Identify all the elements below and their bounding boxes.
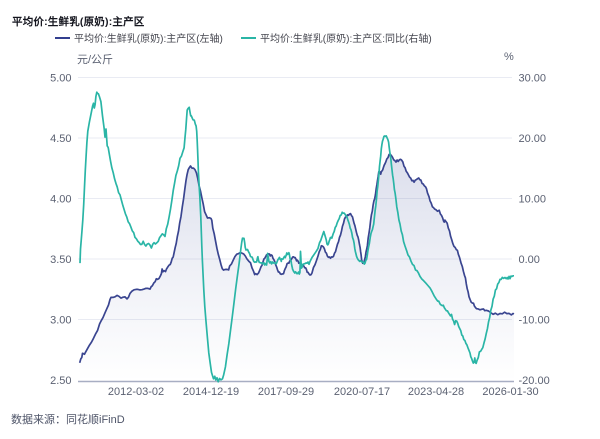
svg-text:0.00: 0.00	[519, 254, 540, 266]
svg-text:3.00: 3.00	[50, 314, 71, 326]
svg-text:2014-12-19: 2014-12-19	[183, 386, 239, 398]
svg-text:2012-03-02: 2012-03-02	[108, 386, 164, 398]
svg-text:30.00: 30.00	[519, 72, 547, 84]
svg-text:2026-01-30: 2026-01-30	[482, 386, 538, 398]
svg-text:20.00: 20.00	[519, 133, 547, 145]
svg-text:10.00: 10.00	[519, 193, 547, 205]
svg-text:4.50: 4.50	[50, 133, 71, 145]
svg-text:5.00: 5.00	[50, 72, 71, 84]
svg-text:2.50: 2.50	[50, 375, 71, 387]
svg-text:3.50: 3.50	[50, 254, 71, 266]
svg-text:4.00: 4.00	[50, 193, 71, 205]
svg-text:-10.00: -10.00	[519, 314, 550, 326]
svg-text:2017-09-29: 2017-09-29	[258, 386, 314, 398]
svg-text:-20.00: -20.00	[519, 375, 550, 387]
svg-text:2020-07-17: 2020-07-17	[334, 386, 390, 398]
svg-text:2023-04-28: 2023-04-28	[408, 386, 464, 398]
